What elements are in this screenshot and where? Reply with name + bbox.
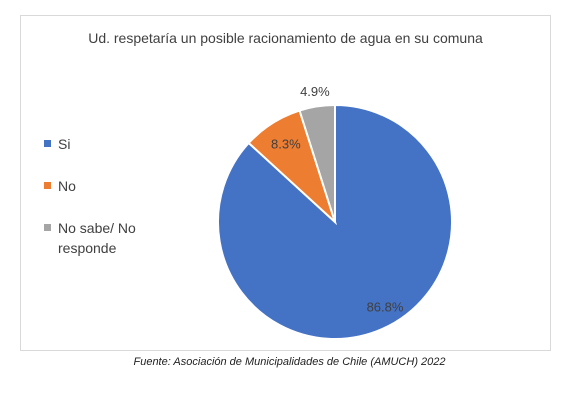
legend-label-si: Si (58, 136, 71, 152)
legend-swatch-no (44, 182, 51, 189)
legend: Si No No sabe/ No responde (44, 134, 168, 280)
legend-item-no-sabe: No sabe/ No responde (44, 218, 168, 258)
legend-label-no: No (58, 178, 76, 194)
legend-swatch-no-sabe (44, 224, 51, 231)
legend-item-no: No (44, 176, 168, 196)
legend-label-no-sabe: No sabe/ No responde (58, 220, 136, 256)
chart-title: Ud. respetaría un posible racionamiento … (88, 30, 483, 46)
legend-swatch-si (44, 140, 51, 147)
legend-item-si: Si (44, 134, 168, 154)
data-label-no: 8.3% (271, 137, 301, 152)
pie-slice-no-sabe (298, 103, 336, 223)
source-caption: Fuente: Asociación de Municipalidades de… (133, 356, 446, 368)
chart-frame: Ud. respetaría un posible racionamiento … (20, 15, 551, 351)
data-label-si: 86.8% (367, 299, 404, 314)
pie-chart: 86.8% 8.3% 4.9% (217, 84, 453, 340)
data-label-no-sabe: 4.9% (300, 84, 330, 99)
